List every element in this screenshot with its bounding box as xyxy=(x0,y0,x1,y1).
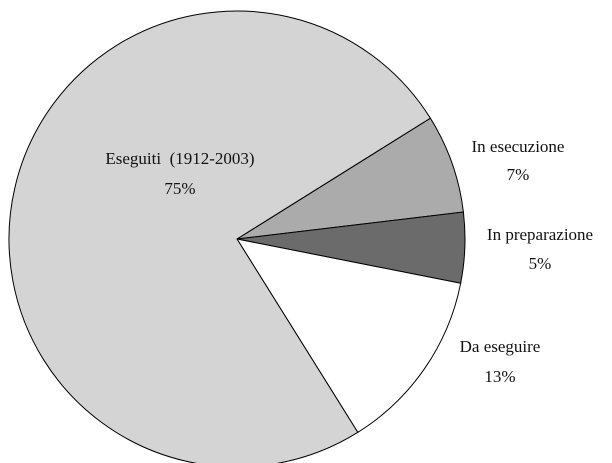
slice-value-label: 7% xyxy=(507,165,530,184)
slice-value-label: 5% xyxy=(529,254,552,273)
slice-label: Da eseguire xyxy=(460,337,541,356)
pie-slice xyxy=(8,10,432,463)
slice-label: In preparazione xyxy=(487,225,593,244)
slice-value-label: 13% xyxy=(484,367,515,386)
slice-label: In esecuzione xyxy=(472,137,565,156)
pie-slice xyxy=(235,238,462,434)
slice-value-label: 75% xyxy=(164,179,195,198)
slice-label: Eseguiti (1912-2003) xyxy=(105,149,254,168)
